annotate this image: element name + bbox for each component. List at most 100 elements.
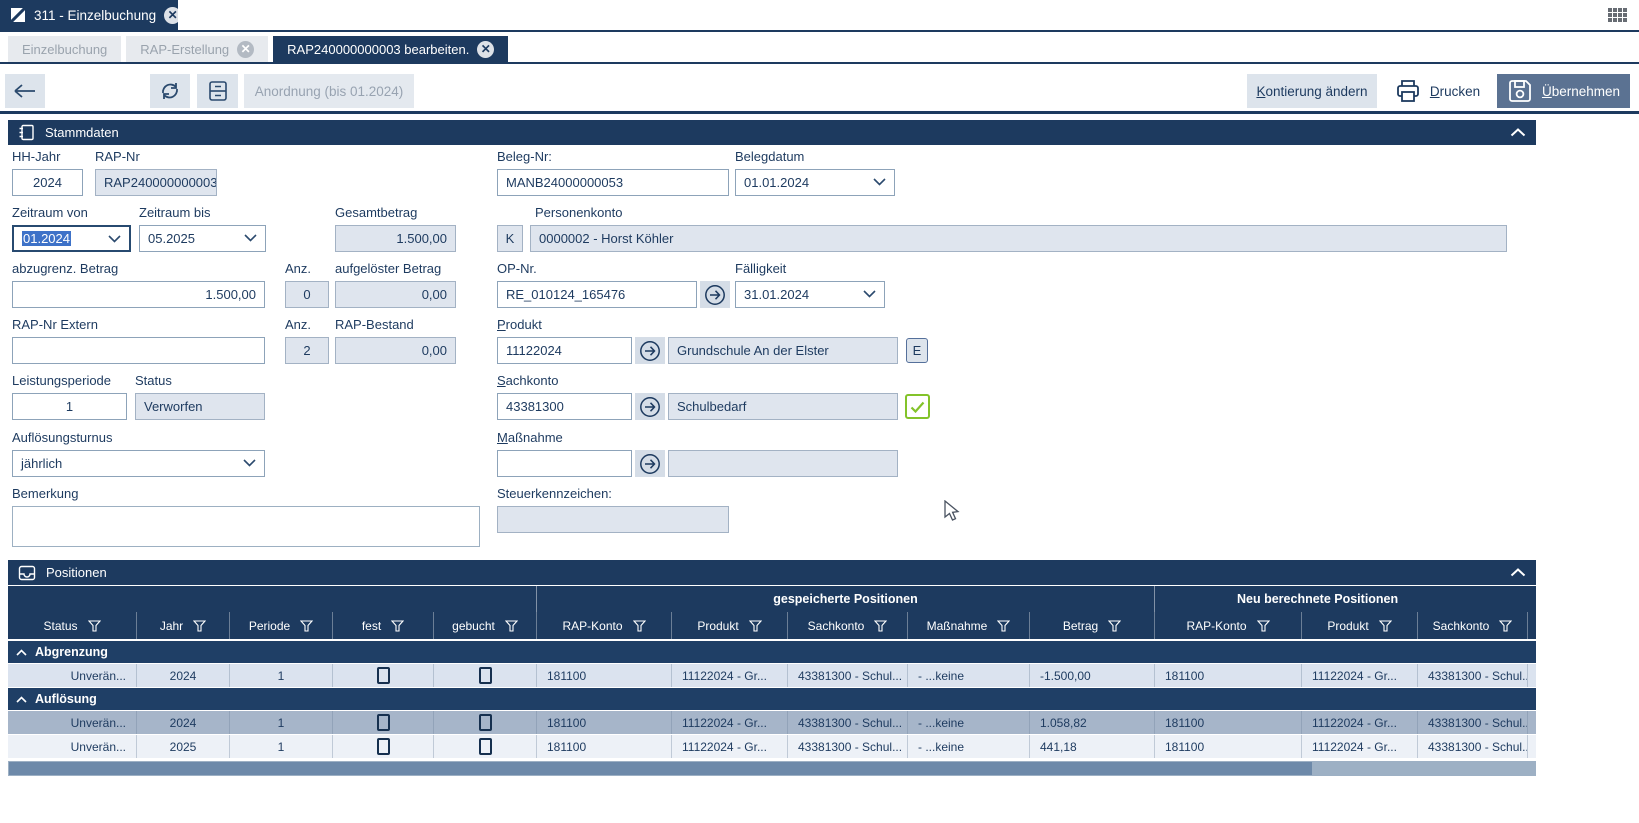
chevron-down-icon[interactable] <box>108 235 121 243</box>
uebernehmen-button[interactable]: Übernehmen <box>1497 74 1630 108</box>
scrollbar-thumb[interactable] <box>9 762 1312 775</box>
column-header-gebucht[interactable]: gebucht <box>434 612 537 639</box>
zeitraum-von-label: Zeitraum von <box>12 205 88 220</box>
refresh-button[interactable] <box>150 74 190 108</box>
tab-close-icon[interactable]: ✕ <box>237 40 255 58</box>
bemerkung-textarea[interactable] <box>12 506 480 547</box>
aufloesungsturnus-value: jährlich <box>21 456 63 471</box>
table-row[interactable]: Unverän... 2024 1 181100 11122024 - Gr..… <box>8 711 1536 735</box>
aufloesungsturnus-select[interactable]: jährlich <box>12 450 265 477</box>
window-tab[interactable]: 311 - Einzelbuchung ✕ <box>0 0 182 30</box>
column-header-produkt[interactable]: Produkt <box>672 612 788 639</box>
rap-nr-field: RAP240000000003 <box>95 169 217 196</box>
massnahme-code-field[interactable] <box>497 450 632 477</box>
horizontal-scrollbar[interactable] <box>8 761 1536 776</box>
chevron-down-icon[interactable] <box>243 459 256 467</box>
sachkonto-code-field[interactable]: 43381300 <box>497 393 632 420</box>
table-row[interactable]: Unverän... 2025 1 181100 11122024 - Gr..… <box>8 735 1536 759</box>
column-header-produkt-neu[interactable]: Produkt <box>1302 612 1418 639</box>
beleg-nr-field[interactable]: MANB24000000053 <box>497 169 729 196</box>
arrow-right-circle-icon <box>640 340 660 361</box>
more-columns-indicator[interactable]: ⋮ <box>1528 612 1537 639</box>
op-nr-label: OP-Nr. <box>497 261 537 276</box>
tab-rap-erstellung[interactable]: RAP-Erstellung ✕ <box>126 36 269 62</box>
collapse-section-icon[interactable] <box>1510 568 1526 577</box>
uebernehmen-label: Übernehmen <box>1541 83 1621 99</box>
anordnung-button[interactable]: Anordnung (bis 01.2024) <box>244 74 414 108</box>
table-row[interactable]: Unverän... 2024 1 181100 11122024 - Gr..… <box>8 664 1536 688</box>
column-header-betrag[interactable]: Betrag <box>1030 612 1155 639</box>
column-header-periode[interactable]: Periode <box>230 612 333 639</box>
apps-grid-icon[interactable] <box>1608 8 1627 22</box>
rap-bestand-label: RAP-Bestand <box>335 317 414 332</box>
abzugrenz-betrag-field[interactable]: 1.500,00 <box>12 281 265 308</box>
steuerkennzeichen-field <box>497 506 729 533</box>
window-tab-strip: 311 - Einzelbuchung ✕ <box>0 0 1639 30</box>
chevron-down-icon[interactable] <box>873 178 886 186</box>
tab-close-icon[interactable]: ✕ <box>477 40 495 58</box>
group-row-aufloesung[interactable]: Auflösung <box>8 688 1536 711</box>
gebucht-checkbox[interactable] <box>478 714 492 731</box>
zeitraum-bis-value: 05.2025 <box>148 231 195 246</box>
column-header-sachkonto-neu[interactable]: Sachkonto <box>1418 612 1528 639</box>
produkt-e-button[interactable]: E <box>906 338 928 363</box>
save-icon <box>1509 80 1531 102</box>
drucken-button[interactable]: Drucken <box>1385 74 1490 108</box>
produkt-code-field[interactable]: 11122024 <box>497 337 632 364</box>
gebucht-checkbox[interactable] <box>478 667 492 684</box>
column-header-rap-konto[interactable]: RAP-Konto <box>537 612 672 639</box>
op-nr-field[interactable]: RE_010124_165476 <box>497 281 697 308</box>
printer-icon <box>1396 80 1419 102</box>
filter-icon <box>632 619 646 632</box>
chevron-down-icon[interactable] <box>244 234 257 242</box>
tab-rap-bearbeiten[interactable]: RAP240000000003 bearbeiten. ✕ <box>273 36 509 62</box>
leistungsperiode-label: Leistungsperiode <box>12 373 112 388</box>
table-header-row: Status Jahr Periode fest gebucht RAP-Kon… <box>8 612 1536 639</box>
window-tab-close-icon[interactable]: ✕ <box>164 6 182 24</box>
op-nr-lookup-button[interactable] <box>700 281 730 308</box>
zeitraum-bis-select[interactable]: 05.2025 <box>139 225 266 252</box>
collapse-section-icon[interactable] <box>1510 128 1526 137</box>
column-header-status[interactable]: Status <box>8 612 137 639</box>
fest-checkbox[interactable] <box>376 667 390 684</box>
column-header-massnahme[interactable]: Maßnahme <box>908 612 1030 639</box>
sachkonto-valid-button[interactable] <box>905 394 930 419</box>
zeitraum-von-select[interactable]: 01.2024 <box>12 225 131 252</box>
archive-button[interactable] <box>197 74 238 108</box>
fest-checkbox[interactable] <box>376 738 390 755</box>
rap-nr-label: RAP-Nr <box>95 149 140 164</box>
leistungsperiode-field[interactable]: 1 <box>12 393 127 420</box>
column-header-sachkonto[interactable]: Sachkonto <box>788 612 908 639</box>
fest-checkbox[interactable] <box>376 714 390 731</box>
produkt-lookup-button[interactable] <box>635 337 665 364</box>
stammdaten-section-header[interactable]: Stammdaten <box>8 120 1536 145</box>
filter-icon <box>391 619 405 632</box>
kontierung-aendern-button[interactable]: Kontierung ändern <box>1247 74 1377 108</box>
sachkonto-name-field: Schulbedarf <box>668 393 898 420</box>
arrow-right-circle-icon <box>705 284 725 305</box>
belegdatum-select[interactable]: 01.01.2024 <box>735 169 895 196</box>
tab-einzelbuchung[interactable]: Einzelbuchung <box>8 36 122 62</box>
group-row-abgrenzung[interactable]: Abgrenzung <box>8 641 1536 664</box>
chevron-down-icon[interactable] <box>863 290 876 298</box>
gebucht-checkbox[interactable] <box>478 738 492 755</box>
group-header-neu-berechnete: Neu berechnete Positionen <box>1237 592 1399 606</box>
positionen-section-header[interactable]: Positionen <box>8 560 1536 585</box>
column-header-rap-konto-neu[interactable]: RAP-Konto <box>1155 612 1302 639</box>
back-button[interactable] <box>5 74 45 108</box>
rap-nr-extern-field[interactable] <box>12 337 265 364</box>
column-header-jahr[interactable]: Jahr <box>137 612 230 639</box>
column-header-fest[interactable]: fest <box>333 612 434 639</box>
sachkonto-lookup-button[interactable] <box>635 393 665 420</box>
tab-label: RAP-Erstellung <box>140 41 230 57</box>
zeitraum-von-value: 01.2024 <box>22 231 71 246</box>
status-label: Status <box>135 373 172 388</box>
hh-jahr-field[interactable]: 2024 <box>12 169 83 196</box>
rap-bestand-field: 0,00 <box>335 337 456 364</box>
personenkonto-label: Personenkonto <box>535 205 623 220</box>
app-logo-icon <box>10 7 26 23</box>
divider <box>0 30 1639 32</box>
faelligkeit-select[interactable]: 31.01.2024 <box>735 281 885 308</box>
aufgeloester-betrag-field: 0,00 <box>335 281 456 308</box>
massnahme-lookup-button[interactable] <box>635 450 665 477</box>
